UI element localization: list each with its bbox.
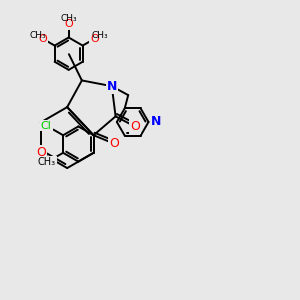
Text: Cl: Cl <box>41 121 52 130</box>
Text: O: O <box>39 34 47 44</box>
Text: O: O <box>90 34 99 44</box>
Text: O: O <box>64 19 73 29</box>
Text: CH₃: CH₃ <box>38 157 56 167</box>
Text: N: N <box>151 116 161 128</box>
Text: CH₃: CH₃ <box>29 32 46 40</box>
Text: CH₃: CH₃ <box>91 32 108 40</box>
Text: N: N <box>106 80 117 93</box>
Text: O: O <box>130 120 140 133</box>
Text: O: O <box>109 137 119 150</box>
Text: CH₃: CH₃ <box>60 14 77 22</box>
Text: O: O <box>36 146 46 159</box>
